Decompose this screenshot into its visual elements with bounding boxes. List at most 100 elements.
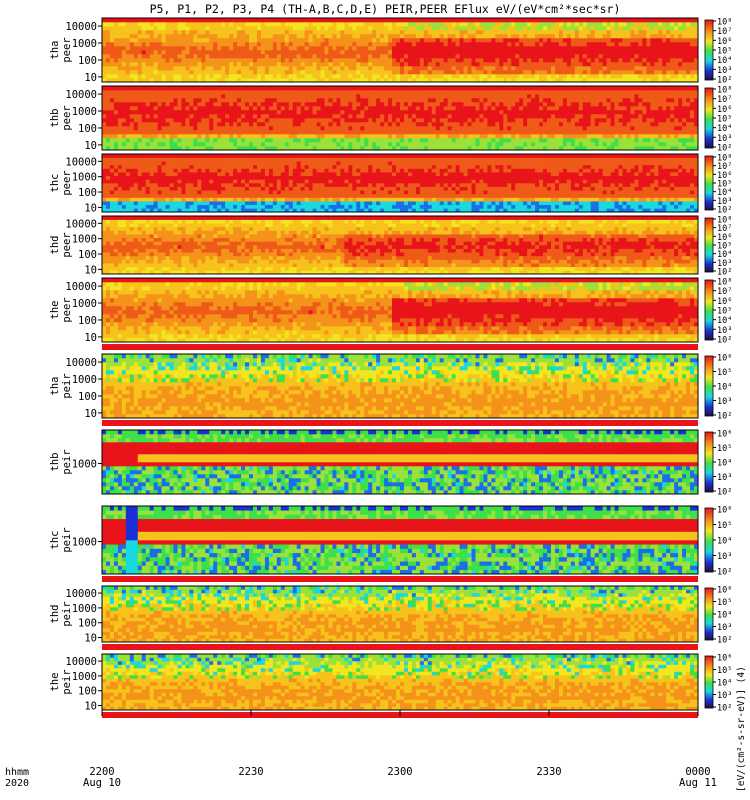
spectrogram-cell: [252, 34, 258, 39]
spectrogram-cell: [157, 118, 162, 123]
spectrogram-cell: [670, 94, 675, 99]
spectrogram-cell: [666, 58, 671, 63]
spectrogram-cell: [165, 34, 170, 39]
spectrogram-cell: [352, 46, 357, 51]
spectrogram-cell: [384, 22, 389, 27]
spectrogram-cell: [213, 22, 218, 27]
spectrogram-cell: [690, 98, 695, 103]
spectrogram-cell: [292, 98, 297, 103]
spectrogram-cell: [503, 70, 508, 75]
spectrogram-cell: [507, 78, 512, 83]
spectrogram-cell: [407, 50, 413, 55]
spectrogram-cell: [213, 98, 218, 103]
spectrogram-cell: [427, 146, 433, 151]
spectrogram-cell: [654, 94, 659, 99]
spectrogram-cell: [380, 50, 385, 55]
spectrogram-cell: [320, 118, 325, 123]
spectrogram-cell: [121, 54, 127, 59]
spectrogram-cell: [658, 126, 663, 131]
spectrogram-cell: [570, 46, 576, 51]
spectrogram-cell: [209, 110, 214, 115]
spectrogram-cell: [129, 118, 135, 123]
spectrogram-cell: [237, 26, 242, 31]
spectrogram-cell: [407, 30, 413, 35]
spectrogram-cell: [185, 90, 190, 95]
spectrogram-cell: [670, 134, 675, 139]
spectrogram-cell: [284, 146, 290, 151]
spectrogram-cell: [336, 70, 341, 75]
spectrogram-cell: [153, 38, 158, 43]
spectrogram-cell: [491, 18, 496, 23]
spectrogram-cell: [479, 130, 484, 135]
colorbar-tick-label: 10²: [717, 76, 732, 86]
spectrogram-cell: [153, 18, 158, 23]
spectrogram-cell: [614, 74, 619, 79]
spectrogram-cell: [280, 110, 286, 115]
spectrogram-cell: [507, 34, 512, 39]
y-axis-label: thb: [49, 109, 61, 128]
spectrogram-cell: [129, 146, 135, 151]
spectrogram-cell: [280, 34, 286, 39]
spectrogram-cell: [423, 90, 429, 95]
spectrogram-cell: [376, 58, 381, 63]
spectrogram-cell: [145, 118, 150, 123]
spectrogram-cell: [384, 42, 389, 47]
spectrogram-cell: [129, 78, 135, 83]
spectrogram-cell: [388, 70, 393, 75]
spectrogram-cell: [443, 130, 448, 135]
spectrogram-cell: [479, 142, 484, 147]
spectrogram-cell: [109, 46, 115, 51]
spectrogram-cell: [344, 38, 349, 43]
spectrogram-cell: [447, 90, 452, 95]
spectrogram-cell: [372, 110, 377, 115]
spectrogram-cell: [241, 110, 246, 115]
spectrogram-cell: [364, 46, 369, 51]
spectrogram-cell: [491, 102, 496, 107]
spectrogram-cell: [268, 134, 274, 139]
spectrogram-cell: [284, 142, 290, 147]
spectrogram-cell: [312, 114, 317, 119]
spectrogram-cell: [618, 54, 623, 59]
spectrogram-cell: [396, 78, 401, 83]
spectrogram-cell: [694, 22, 699, 27]
spectrogram-cell: [117, 179, 123, 184]
spectrogram-cell: [161, 142, 166, 147]
spectrogram-cell: [197, 78, 202, 83]
spectrogram-cell: [181, 78, 186, 83]
spectrogram-cell: [336, 34, 341, 39]
spectrogram-cell: [173, 70, 178, 75]
spectrogram-cell: [185, 42, 190, 47]
spectrogram-cell: [694, 98, 699, 103]
spectrogram-cell: [670, 34, 675, 39]
spectrogram-cell: [264, 38, 270, 43]
spectrogram-cell: [507, 118, 512, 123]
spectrogram-cell: [415, 146, 421, 151]
spectrogram-cell: [288, 86, 294, 91]
spectrogram-cell: [264, 98, 270, 103]
spectrogram-cell: [348, 138, 353, 143]
spectrogram-cell: [296, 42, 301, 47]
spectrogram-cell: [519, 86, 524, 91]
spectrogram-cell: [145, 30, 150, 35]
spectrogram-cell: [531, 114, 536, 119]
spectrogram-cell: [475, 18, 480, 23]
spectrogram-cell: [678, 122, 683, 127]
spectrogram-cell: [451, 110, 456, 115]
spectrogram-cell: [141, 126, 146, 131]
spectrogram-cell: [105, 42, 111, 47]
spectrogram-cell: [300, 18, 305, 23]
spectrogram-cell: [372, 62, 377, 67]
spectrogram-cell: [400, 126, 405, 131]
spectrogram-cell: [129, 30, 135, 35]
spectrogram-cell: [638, 42, 643, 47]
spectrogram-cell: [610, 30, 615, 35]
spectrogram-cell: [630, 62, 635, 67]
spectrogram-cell: [447, 66, 452, 71]
spectrogram-cell: [423, 46, 429, 51]
spectrogram-cell: [491, 38, 496, 43]
spectrogram-cell: [487, 42, 492, 47]
spectrogram-cell: [102, 78, 107, 83]
spectrogram-cell: [284, 122, 290, 127]
spectrogram-cell: [241, 66, 246, 71]
spectrogram-cell: [654, 134, 659, 139]
